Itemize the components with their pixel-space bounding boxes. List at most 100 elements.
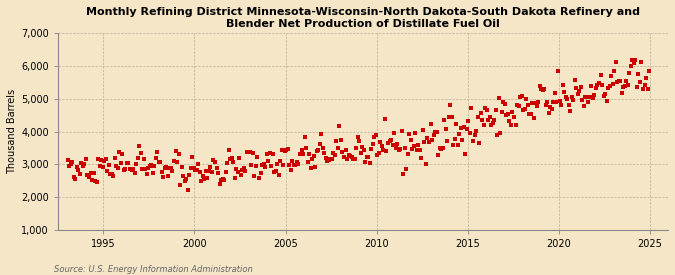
Point	[633, 72, 644, 76]
Point	[373, 150, 384, 155]
Point	[79, 161, 90, 166]
Point	[345, 154, 356, 158]
Point	[119, 167, 130, 172]
Point	[547, 106, 558, 111]
Point	[284, 163, 295, 167]
Point	[518, 108, 529, 112]
Point	[315, 142, 325, 146]
Point	[169, 159, 180, 163]
Point	[598, 94, 609, 98]
Point	[333, 146, 344, 150]
Point	[260, 165, 271, 169]
Point	[126, 168, 137, 172]
Point	[396, 128, 407, 133]
Point	[278, 163, 289, 167]
Point	[437, 146, 448, 150]
Point	[392, 142, 402, 147]
Point	[258, 162, 269, 166]
Point	[73, 168, 84, 172]
Point	[325, 157, 335, 161]
Point	[608, 82, 618, 87]
Point	[190, 168, 200, 172]
Point	[510, 122, 521, 127]
Point	[331, 139, 342, 143]
Point	[290, 163, 301, 167]
Point	[252, 155, 263, 160]
Point	[513, 104, 524, 108]
Point	[568, 98, 578, 102]
Point	[294, 152, 305, 156]
Point	[448, 143, 459, 147]
Point	[349, 156, 360, 161]
Point	[204, 169, 215, 173]
Point	[122, 161, 132, 165]
Point	[604, 84, 615, 88]
Point	[460, 152, 471, 156]
Point	[508, 115, 519, 119]
Point	[348, 156, 358, 161]
Point	[472, 115, 483, 119]
Point	[213, 171, 223, 175]
Point	[446, 115, 457, 119]
Point	[215, 177, 226, 182]
Point	[99, 159, 109, 163]
Point	[299, 135, 310, 139]
Point	[554, 99, 565, 103]
Point	[526, 100, 537, 105]
Point	[413, 142, 424, 147]
Point	[178, 174, 188, 178]
Point	[377, 144, 387, 148]
Point	[407, 147, 418, 152]
Point	[276, 147, 287, 152]
Point	[221, 161, 232, 166]
Point	[135, 151, 146, 155]
Point	[351, 146, 362, 150]
Point	[270, 169, 281, 174]
Point	[520, 97, 531, 102]
Point	[371, 132, 381, 137]
Point	[64, 163, 75, 168]
Point	[267, 152, 278, 156]
Point	[427, 138, 437, 142]
Point	[361, 155, 372, 159]
Point	[493, 96, 504, 100]
Point	[316, 132, 327, 136]
Point	[282, 146, 293, 151]
Point	[424, 139, 435, 144]
Point	[158, 175, 169, 179]
Point	[207, 170, 217, 174]
Point	[140, 166, 151, 171]
Point	[592, 82, 603, 87]
Point	[583, 100, 594, 104]
Point	[363, 155, 374, 160]
Point	[317, 146, 328, 150]
Point	[416, 156, 427, 160]
Point	[115, 161, 126, 166]
Title: Monthly Refining District Minnesota-Wisconsin-North Dakota-South Dakota Refinery: Monthly Refining District Minnesota-Wisc…	[86, 7, 640, 29]
Point	[96, 158, 107, 162]
Point	[586, 84, 597, 88]
Point	[384, 139, 395, 143]
Point	[85, 171, 96, 175]
Point	[70, 177, 81, 181]
Point	[605, 73, 616, 78]
Point	[296, 148, 307, 152]
Point	[483, 118, 493, 122]
Point	[487, 121, 498, 125]
Point	[114, 150, 125, 154]
Point	[164, 165, 175, 170]
Point	[335, 138, 346, 142]
Point	[536, 86, 547, 91]
Point	[281, 148, 292, 152]
Point	[264, 151, 275, 155]
Point	[535, 84, 545, 89]
Point	[581, 95, 592, 99]
Point	[226, 156, 237, 160]
Point	[626, 64, 637, 68]
Point	[357, 145, 368, 149]
Point	[92, 157, 103, 161]
Point	[486, 123, 497, 127]
Point	[400, 146, 410, 151]
Point	[390, 145, 401, 150]
Point	[577, 98, 588, 103]
